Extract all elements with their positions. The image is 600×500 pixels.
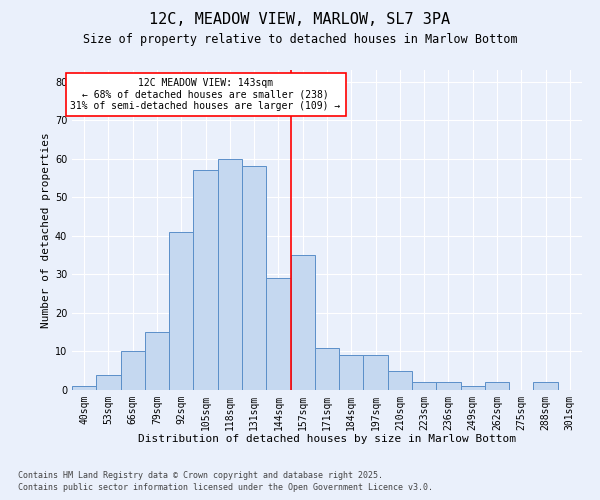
Text: Contains HM Land Registry data © Crown copyright and database right 2025.: Contains HM Land Registry data © Crown c… (18, 471, 383, 480)
Bar (533, 382, 558, 390)
Bar (96, 374, 121, 390)
Text: Contains public sector information licensed under the Open Government Licence v3: Contains public sector information licen… (18, 484, 433, 492)
Bar (461, 386, 485, 390)
X-axis label: Distribution of detached houses by size in Marlow Bottom: Distribution of detached houses by size … (138, 434, 516, 444)
Bar (266, 278, 290, 390)
Text: Size of property relative to detached houses in Marlow Bottom: Size of property relative to detached ho… (83, 32, 517, 46)
Bar (388, 370, 412, 390)
Y-axis label: Number of detached properties: Number of detached properties (41, 132, 50, 328)
Bar (193, 170, 218, 390)
Bar (315, 348, 339, 390)
Bar (121, 352, 145, 390)
Bar (218, 158, 242, 390)
Bar (72, 386, 96, 390)
Bar (364, 356, 388, 390)
Bar (145, 332, 169, 390)
Bar (339, 356, 364, 390)
Bar (242, 166, 266, 390)
Text: 12C, MEADOW VIEW, MARLOW, SL7 3PA: 12C, MEADOW VIEW, MARLOW, SL7 3PA (149, 12, 451, 28)
Bar (290, 255, 315, 390)
Bar (436, 382, 461, 390)
Bar (412, 382, 436, 390)
Bar (169, 232, 193, 390)
Text: 12C MEADOW VIEW: 143sqm
← 68% of detached houses are smaller (238)
31% of semi-d: 12C MEADOW VIEW: 143sqm ← 68% of detache… (70, 78, 341, 111)
Bar (485, 382, 509, 390)
